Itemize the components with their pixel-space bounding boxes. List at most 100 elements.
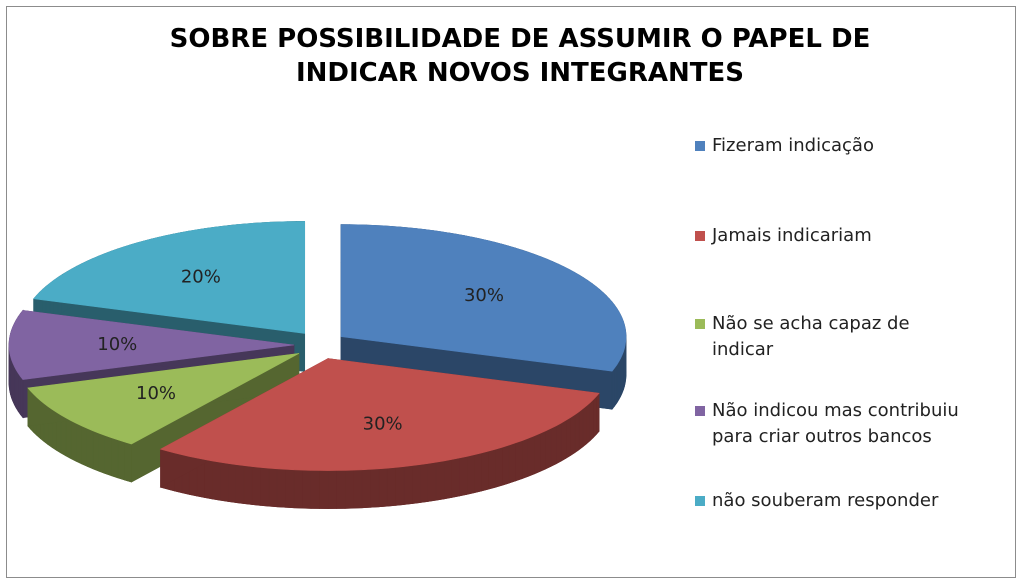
slice-side (443, 459, 452, 500)
slice-side (570, 414, 576, 457)
slice-side (488, 448, 496, 490)
legend-label: Fizeram indicação (712, 135, 874, 156)
slice-side (521, 437, 529, 480)
slice-side (92, 430, 100, 472)
slice-side (386, 467, 396, 507)
slice-side (403, 465, 413, 505)
slice-side (344, 469, 354, 509)
slice-side (319, 470, 329, 509)
legend-swatch (695, 141, 705, 151)
legend-entry: Não indicou mas contribuiu para criar ou… (695, 398, 967, 450)
slice-side (227, 463, 237, 503)
slice-top (159, 358, 600, 471)
legend-label: Não se acha capaz de indicar (712, 313, 910, 360)
slice-side (481, 450, 489, 492)
slice-side (616, 360, 620, 404)
slice-side (81, 425, 88, 467)
pie-slice (159, 358, 600, 509)
slice-side (268, 467, 278, 508)
slice-top (33, 221, 305, 334)
slice-side (204, 459, 213, 500)
slice-side (17, 372, 21, 416)
slice-side (111, 437, 119, 479)
legend-swatch (695, 319, 705, 329)
slice-side (302, 469, 312, 509)
slice-side (260, 467, 270, 507)
slice-side (327, 470, 337, 509)
slice-side (495, 446, 503, 488)
slice-side (75, 422, 82, 465)
slice-side (86, 427, 94, 470)
slice-side (117, 439, 125, 481)
slice-side (20, 375, 24, 419)
slice-top (8, 310, 295, 380)
legend-entry: Jamais indicariam (695, 223, 967, 249)
data-label: 10% (136, 383, 176, 404)
slice-side (459, 456, 468, 497)
slice-side (578, 408, 584, 451)
data-label: 10% (97, 334, 137, 355)
slice-side (419, 463, 429, 503)
slice-side (560, 419, 567, 462)
slice-side (361, 469, 371, 509)
slice-side (219, 461, 229, 502)
legend-label: Jamais indicariam (712, 225, 872, 246)
slice-side (527, 435, 535, 477)
slice-side (251, 466, 261, 506)
slice-side (353, 469, 363, 509)
slice-side (545, 427, 552, 470)
data-label: 30% (464, 285, 504, 306)
slice-side (574, 411, 580, 454)
legend-label: Não indicou mas contribuiu para criar ou… (712, 400, 959, 447)
slice-side (593, 395, 597, 439)
slice-side (502, 444, 510, 486)
slice-side (550, 425, 557, 467)
slice-side (70, 420, 77, 462)
slice-side (451, 457, 460, 498)
slice-side (427, 461, 437, 502)
slice-side (533, 433, 541, 475)
legend-swatch (695, 231, 705, 241)
slice-side (395, 466, 405, 506)
slice-side (285, 469, 295, 509)
slice-side (565, 416, 571, 459)
slice-side (293, 469, 303, 509)
chart-title: SOBRE POSSIBILIDADE DE ASSUMIR O PAPEL D… (169, 24, 871, 88)
slice-side (466, 454, 475, 495)
slice-side (378, 467, 388, 508)
slice-side (370, 468, 380, 508)
legend-swatch (695, 496, 705, 506)
legend-swatch (695, 406, 705, 416)
legend-entry: Fizeram indicação (695, 133, 967, 159)
slice-side (435, 460, 445, 501)
slice-side (508, 442, 516, 484)
slice-top (27, 353, 300, 445)
slice-side (539, 430, 546, 473)
slice-side (98, 432, 106, 474)
slice-side (15, 368, 19, 413)
slice-side (586, 401, 591, 445)
slice-side (515, 440, 523, 482)
slice-side (104, 435, 112, 477)
legend-entry: não souberam responder (695, 488, 967, 514)
slice-side (124, 441, 132, 483)
chart-border (6, 6, 1016, 578)
slice-side (411, 464, 421, 504)
legend-label: não souberam responder (712, 490, 939, 511)
slice-side (589, 398, 594, 442)
slice-side (310, 470, 320, 509)
slice-side (235, 464, 245, 504)
data-label: 20% (181, 266, 221, 287)
slice-side (555, 422, 562, 465)
slice-side (243, 465, 253, 505)
data-label: 30% (363, 414, 403, 435)
slice-top (340, 224, 627, 372)
slice-side (65, 417, 72, 460)
slice-side (582, 405, 587, 448)
slice-side (611, 367, 615, 411)
slice-side (473, 452, 482, 494)
slice-side (614, 363, 618, 407)
slice-side (596, 392, 600, 436)
